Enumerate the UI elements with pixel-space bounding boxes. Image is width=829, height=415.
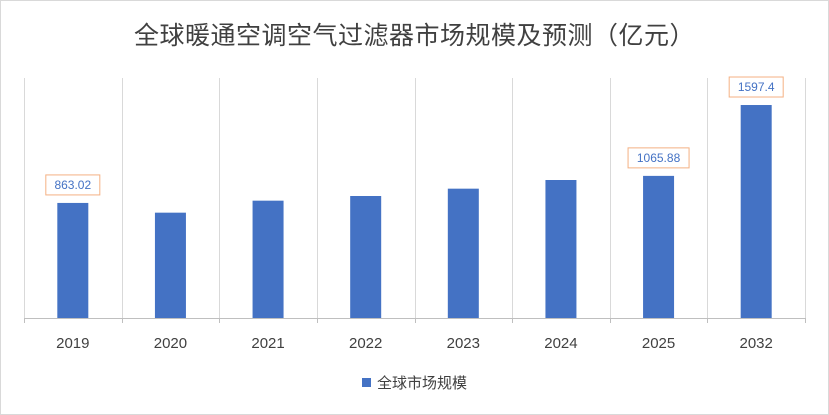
x-tick-label: 2025 <box>642 335 675 352</box>
data-label-box <box>45 174 101 196</box>
data-label-box <box>627 147 690 169</box>
data-label: 863.02 <box>54 178 91 192</box>
bar <box>643 175 675 318</box>
bar <box>350 196 382 318</box>
bar <box>252 200 284 318</box>
x-tick-label: 2021 <box>251 335 284 352</box>
legend-swatch <box>361 378 371 387</box>
legend: 全球市场规模 <box>0 372 829 393</box>
x-tick-label: 2020 <box>154 335 187 352</box>
x-tick-label: 2024 <box>544 335 577 352</box>
bar <box>154 212 186 318</box>
legend-label: 全球市场规模 <box>376 374 467 392</box>
x-tick-label: 2019 <box>56 335 89 352</box>
data-label-box <box>728 76 784 98</box>
x-tick-label: 2022 <box>349 335 382 352</box>
x-tick-label: 2023 <box>447 335 480 352</box>
bar <box>57 202 89 318</box>
data-label: 1065.88 <box>637 151 681 165</box>
bar <box>447 188 479 318</box>
chart-title: 全球暖通空调空气过滤器市场规模及预测（亿元） <box>133 21 695 50</box>
data-label: 1597.4 <box>738 80 775 94</box>
bar <box>545 180 577 318</box>
x-tick-label: 2032 <box>740 335 773 352</box>
bar <box>740 105 772 318</box>
